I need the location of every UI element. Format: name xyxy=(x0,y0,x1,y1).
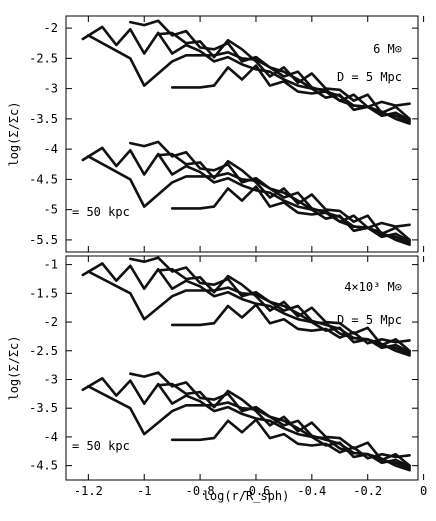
series-line xyxy=(129,19,411,124)
annotation-mass: 6 M⊙ xyxy=(373,42,402,56)
annotation-distance: D = 5 Mpc xyxy=(337,70,402,84)
y-tick-label: -5 xyxy=(44,203,58,217)
y-tick-label: -5.5 xyxy=(29,233,58,247)
y-tick-label: -1.5 xyxy=(29,286,58,300)
panel-frame xyxy=(65,15,419,253)
series-line xyxy=(156,382,411,467)
y-tick-label: -3.5 xyxy=(29,401,58,415)
x-tick-label: -0.6 xyxy=(242,484,271,498)
series-line xyxy=(81,377,411,469)
y-tick-label: -3 xyxy=(44,82,58,96)
series-line xyxy=(129,140,411,245)
annotation-distance: D = 5 Mpc xyxy=(337,313,402,327)
series-line xyxy=(81,146,411,243)
series-line xyxy=(170,185,411,230)
y-tick-label: -2 xyxy=(44,21,58,35)
x-tick-label: -0.2 xyxy=(353,484,382,498)
top-panel: -2 -2.5 -3 -3.5 -4 -4.5 -5 -5.5 log(Σ/Σc) 6 M⊙ D =… xyxy=(7,15,425,253)
y-tick-label: -4 xyxy=(44,142,58,156)
series-line xyxy=(156,31,411,121)
x-tick-label: 0 xyxy=(420,484,427,498)
x-tick-label: -0.8 xyxy=(186,484,215,498)
panel-frame xyxy=(65,255,419,481)
series-line xyxy=(170,418,411,460)
y-tick-label: -1 xyxy=(44,258,58,272)
series-line xyxy=(156,152,411,242)
series-line xyxy=(87,385,411,472)
annotation-scale: = 50 kpc xyxy=(72,205,130,219)
y-tick-label: -2 xyxy=(44,315,58,329)
y-tick-label: -3.5 xyxy=(29,112,58,126)
series-line xyxy=(81,25,411,122)
x-tick-label: -0.4 xyxy=(297,484,326,498)
y-axis-title: log(Σ/Σc) xyxy=(7,335,21,400)
y-tick-label: -2.5 xyxy=(29,344,58,358)
series-line xyxy=(81,262,411,354)
annotation-scale: = 50 kpc xyxy=(72,439,130,453)
annotation-mass: 4×10³ M⊙ xyxy=(344,280,402,294)
y-tick-label: -4.5 xyxy=(29,172,58,186)
series-line xyxy=(87,155,411,246)
x-tick-label: -1 xyxy=(137,484,151,498)
y-tick-label: -4 xyxy=(44,430,58,444)
bottom-panel: -1 -1.5 -2 -2.5 -3 -3.5 -4 -4.5 -1.2 -1 -0.8 -0.6 -0… xyxy=(7,255,427,498)
series-line xyxy=(156,267,411,353)
x-axis-title: log(r/R_sph) xyxy=(203,489,290,503)
series-line xyxy=(170,64,411,109)
y-axis-title: log(Σ/Σc) xyxy=(7,101,21,166)
x-tick-label: -1.2 xyxy=(74,484,103,498)
y-tick-label: -3 xyxy=(44,372,58,386)
y-tick-label: -2.5 xyxy=(29,51,58,65)
y-tick-label: -4.5 xyxy=(29,459,58,473)
series-line xyxy=(170,303,411,345)
